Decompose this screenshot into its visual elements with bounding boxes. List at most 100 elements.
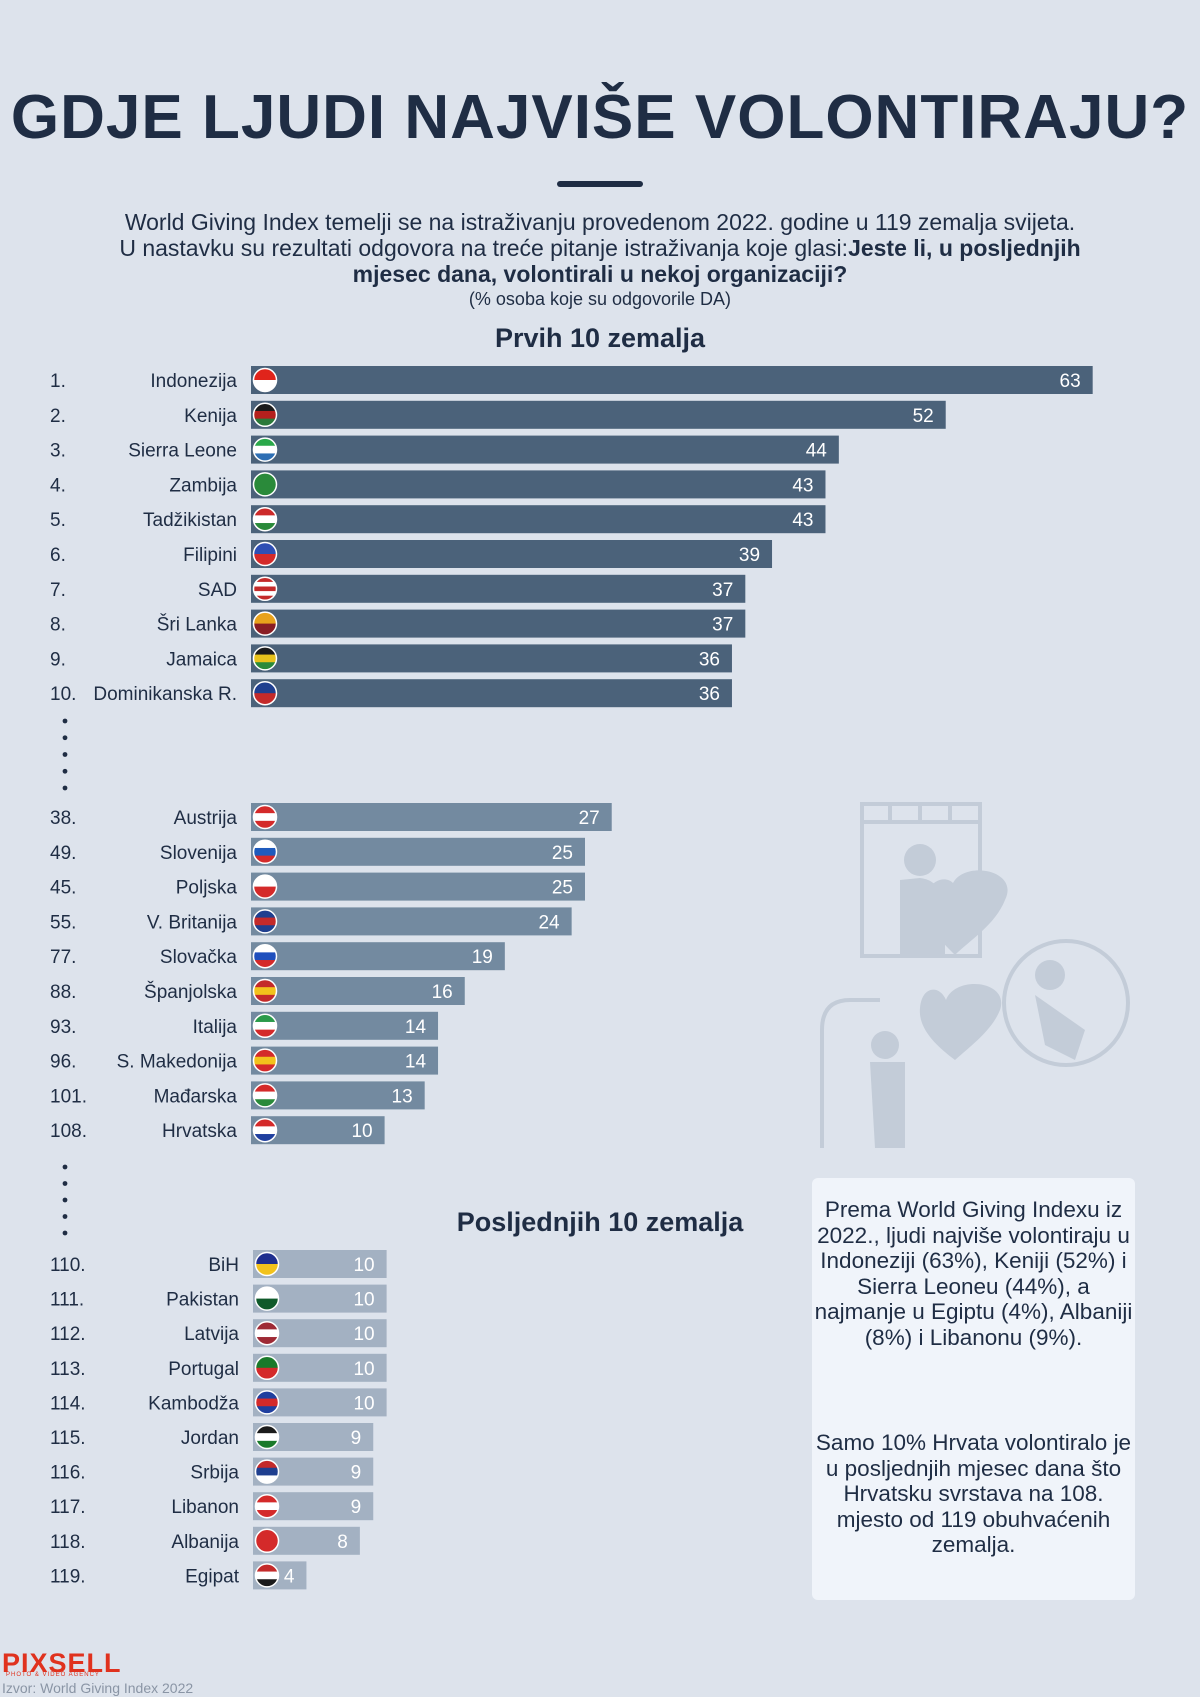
rank-label: 118.: [50, 1532, 86, 1553]
flag-stripe: [254, 515, 277, 523]
value-label: 10: [353, 1255, 374, 1276]
country-label: SAD: [198, 580, 237, 601]
bar: [251, 470, 825, 498]
country-label: Kambodža: [148, 1393, 239, 1414]
bar-group-bottom: 110.BiH10111.Pakistan10112.Latvija10113.…: [50, 1250, 387, 1589]
country-label: Filipini: [183, 545, 237, 566]
value-label: 9: [351, 1428, 362, 1449]
flag-stripe: [254, 411, 277, 419]
bar-row: 119.Egipat4: [50, 1561, 306, 1589]
value-label: 10: [353, 1393, 374, 1414]
country-label: Srbija: [190, 1463, 239, 1484]
rank-label: 114.: [50, 1393, 86, 1414]
person-head-1: [904, 844, 936, 876]
value-label: 24: [538, 912, 560, 933]
rank-label: 116.: [50, 1463, 86, 1484]
flag-stripe: [254, 1057, 277, 1065]
person-body-2: [1035, 995, 1085, 1060]
rank-label: 1.: [50, 371, 66, 392]
rank-label: 7.: [50, 580, 66, 601]
person-head-3: [871, 1031, 899, 1059]
ellipsis-dots: [63, 719, 68, 791]
country-label: Pakistan: [166, 1290, 239, 1311]
rank-label: 45.: [50, 878, 76, 899]
rank-label: 113.: [50, 1359, 86, 1380]
value-label: 36: [699, 684, 720, 705]
country-label: Sierra Leone: [128, 441, 237, 462]
rank-label: 3.: [50, 441, 66, 462]
rank-label: 117.: [50, 1497, 86, 1518]
bar-row: 7. SAD 37: [50, 575, 745, 603]
bar-row: 45. Poljska 25: [50, 873, 585, 901]
flag-stripe: [254, 1126, 277, 1134]
rank-label: 8.: [50, 615, 66, 636]
bar-row: 111.Pakistan10: [50, 1285, 387, 1313]
value-label: 13: [392, 1086, 413, 1107]
bar-row: 118.Albanija8: [50, 1527, 360, 1555]
value-label: 10: [353, 1359, 374, 1380]
rank-label: 111.: [50, 1290, 84, 1311]
bar: [251, 838, 585, 866]
flag-stripe: [254, 952, 277, 960]
bar-row: 117.Libanon9: [50, 1492, 373, 1520]
bar-row: 1. Indonezija 63: [50, 366, 1093, 394]
rank-label: 2.: [50, 406, 66, 427]
ellipsis-dot: [63, 752, 68, 757]
value-label: 14: [405, 1017, 427, 1038]
ellipsis-dot: [63, 1181, 68, 1186]
ellipsis-dot: [63, 1231, 68, 1236]
bar-row: 3.Sierra Leone44: [50, 436, 839, 464]
bar-row: 110.BiH10: [50, 1250, 387, 1278]
bar-row: 2.Kenija52: [50, 401, 946, 429]
bar-group-middle: 38.Austrija2749.Slovenija2545.Poljska255…: [50, 803, 612, 1144]
rank-label: 88.: [50, 982, 76, 1003]
rank-label: 10.: [50, 684, 76, 705]
rank-label: 4.: [50, 475, 66, 496]
rank-label: 110.: [50, 1255, 86, 1276]
flag-stripe: [254, 1092, 277, 1100]
ellipsis-dot: [63, 1198, 68, 1203]
country-label: Slovačka: [160, 947, 238, 968]
ellipsis-dot: [63, 786, 68, 791]
bar-row: 114. Kambodža 10: [50, 1388, 387, 1416]
country-label: Slovenija: [160, 843, 238, 864]
bar-row: 4.Zambija43: [50, 470, 825, 498]
flag-stripe: [256, 1572, 279, 1580]
rank-label: 96.: [50, 1052, 76, 1073]
country-label: Tadžikistan: [143, 510, 237, 531]
value-label: 37: [712, 580, 733, 601]
volunteer-illustration: [822, 804, 1128, 1148]
logo-tagline: PHOTO & VIDEO AGENCY: [6, 1672, 100, 1678]
flag-stripe: [256, 1329, 279, 1337]
heart-shape-middle: [920, 984, 1001, 1060]
bar-row: 116.Srbija9: [50, 1458, 373, 1486]
value-label: 14: [405, 1052, 427, 1073]
bar-row: 38.Austrija27: [50, 803, 612, 831]
flag-stripe: [256, 1433, 279, 1441]
bar-row: 113. Portugal 10: [50, 1354, 387, 1382]
rank-label: 93.: [50, 1017, 76, 1038]
country-label: Jordan: [181, 1428, 239, 1449]
bar-row: 55.V. Britanija24: [50, 907, 572, 935]
flag-stripe: [254, 813, 277, 821]
bar-row: 9.Jamaica36: [50, 644, 732, 672]
country-label: Egipat: [185, 1566, 240, 1587]
person-body-3: [870, 1062, 905, 1148]
value-label: 8: [337, 1532, 348, 1553]
country-label: Poljska: [176, 878, 238, 899]
value-label: 63: [1060, 371, 1081, 392]
bar: [251, 907, 572, 935]
flag-stripe: [256, 1468, 279, 1476]
bar-row: 8.Šri Lanka37: [50, 610, 745, 638]
country-label: Portugal: [168, 1359, 239, 1380]
summary-paragraph-2: Samo 10% Hrvata volontiralo je u posljed…: [812, 1430, 1135, 1558]
ellipsis-dot: [63, 1165, 68, 1170]
bar: [251, 436, 839, 464]
value-label: 25: [552, 878, 573, 899]
country-label: Indonezija: [150, 371, 237, 392]
country-label: Kenija: [184, 406, 237, 427]
rank-label: 5.: [50, 510, 66, 531]
source-note: Izvor: World Giving Index 2022: [2, 1680, 193, 1696]
value-label: 10: [351, 1121, 372, 1142]
value-label: 37: [712, 615, 733, 636]
